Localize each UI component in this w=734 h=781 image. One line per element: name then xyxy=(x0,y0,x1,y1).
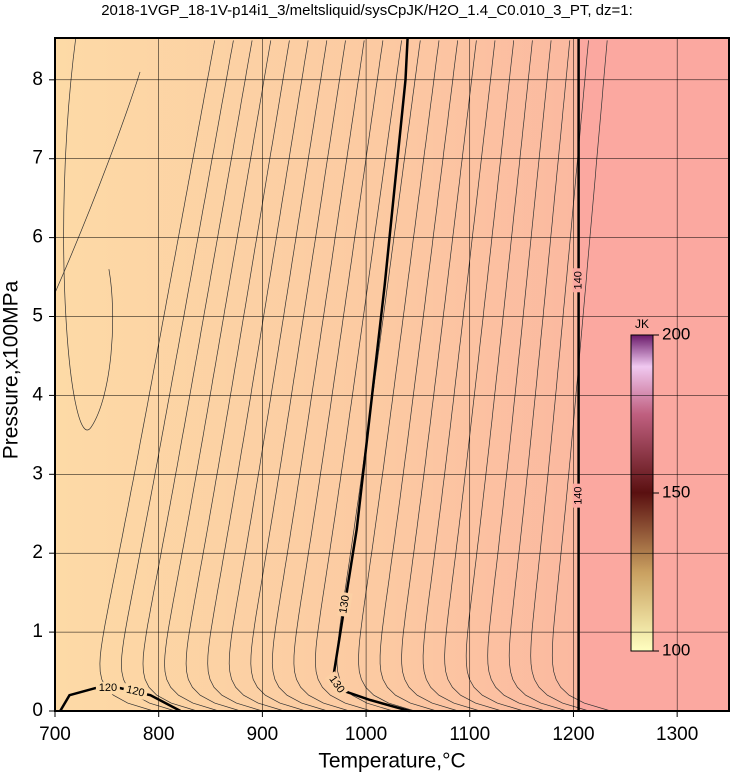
y-tick-label: 5 xyxy=(32,306,43,327)
contour-label-bg xyxy=(337,591,353,618)
thin-contour xyxy=(465,40,533,712)
x-tick-label: 900 xyxy=(247,724,279,745)
contour-label-bg xyxy=(572,483,585,508)
contour-label-bg xyxy=(95,682,120,695)
contour-label: 140 xyxy=(573,271,585,289)
x-tick-label: 700 xyxy=(39,724,71,745)
y-axis-label: Pressure,x100MPa xyxy=(0,280,23,459)
contour-label: 140 xyxy=(573,486,585,504)
thin-contour xyxy=(185,40,290,712)
contour-label-group: 140 xyxy=(572,268,585,293)
x-tick-label: 800 xyxy=(143,724,175,745)
y-tick-label: 2 xyxy=(32,542,43,563)
thin-contour xyxy=(422,40,496,712)
thin-contour xyxy=(508,40,571,712)
colorbar xyxy=(630,334,654,652)
colorbar-tick-label: 200 xyxy=(662,324,690,343)
thin-contour xyxy=(121,40,234,712)
contour-label-bg xyxy=(324,671,349,698)
contour-label-group: 140 xyxy=(572,483,585,508)
contour-label: 130 xyxy=(337,594,352,614)
thin-contour xyxy=(54,71,141,293)
thin-contour xyxy=(207,40,309,712)
y-tick-label: 1 xyxy=(32,621,43,642)
thin-contour xyxy=(379,40,459,712)
x-tick-label: 1000 xyxy=(345,724,387,745)
thin-contour xyxy=(142,40,253,712)
y-tick-label: 6 xyxy=(32,227,43,248)
y-tick-label: 0 xyxy=(32,700,43,721)
y-tick-label: 7 xyxy=(32,148,43,169)
chart-title: 2018-1VGP_18-1V-p14i1_3/meltsliquid/sysC… xyxy=(101,2,633,19)
y-tick-label: 4 xyxy=(32,384,43,405)
plot-region xyxy=(580,38,729,711)
colorbar-label: JK xyxy=(635,317,649,331)
thin-contour xyxy=(63,37,114,431)
contour-label-group: 120 xyxy=(95,682,120,695)
thin-contour xyxy=(271,40,365,712)
x-axis-label: Temperature,°C xyxy=(318,750,465,773)
thin-contour xyxy=(99,40,216,712)
thin-contour xyxy=(164,40,272,712)
contour-label-bg xyxy=(122,683,149,701)
y-tick-label: 8 xyxy=(32,69,43,90)
thin-contour xyxy=(401,40,477,712)
y-tick-label: 3 xyxy=(32,463,43,484)
thin-contour xyxy=(250,40,346,712)
thin-contour xyxy=(228,40,328,712)
contour-label: 120 xyxy=(125,684,146,700)
colorbar-tick-label: 100 xyxy=(662,640,690,659)
colorbar-tick-label: 150 xyxy=(662,482,690,501)
x-tick-label: 1300 xyxy=(656,724,698,745)
thin-contour xyxy=(487,40,552,712)
contour-label-group: 120 xyxy=(122,683,149,701)
thin-contour xyxy=(358,40,440,712)
thin-contour xyxy=(293,40,384,712)
contour-label-group: 130 xyxy=(337,591,353,618)
thin-contour xyxy=(315,40,402,712)
x-tick-label: 1100 xyxy=(449,724,490,745)
contour-label: 120 xyxy=(99,682,117,694)
thin-contour xyxy=(444,40,515,712)
contour-label-bg xyxy=(572,268,585,293)
x-tick-label: 1200 xyxy=(552,724,594,745)
